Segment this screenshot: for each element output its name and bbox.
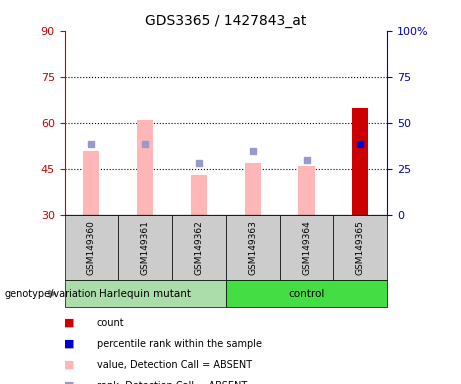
Bar	[137, 120, 153, 215]
Text: ■: ■	[64, 360, 74, 370]
Text: Harlequin mutant: Harlequin mutant	[99, 289, 191, 299]
Bar	[65, 215, 118, 280]
Bar	[191, 175, 207, 215]
Text: value, Detection Call = ABSENT: value, Detection Call = ABSENT	[97, 360, 252, 370]
Bar	[65, 280, 226, 307]
Bar	[83, 151, 100, 215]
Text: control: control	[289, 289, 325, 299]
Text: GSM149361: GSM149361	[141, 220, 150, 275]
Bar	[118, 215, 172, 280]
Text: count: count	[97, 318, 124, 328]
Text: GSM149365: GSM149365	[356, 220, 365, 275]
Text: GSM149360: GSM149360	[87, 220, 96, 275]
Title: GDS3365 / 1427843_at: GDS3365 / 1427843_at	[145, 14, 307, 28]
Bar	[280, 215, 333, 280]
Bar	[245, 163, 261, 215]
Bar	[172, 215, 226, 280]
Text: GSM149362: GSM149362	[195, 220, 203, 275]
Text: genotype/variation: genotype/variation	[5, 289, 97, 299]
Text: GSM149363: GSM149363	[248, 220, 257, 275]
Bar	[352, 108, 368, 215]
Text: percentile rank within the sample: percentile rank within the sample	[97, 339, 262, 349]
Text: ■: ■	[64, 339, 74, 349]
Text: ■: ■	[64, 381, 74, 384]
Bar	[298, 166, 314, 215]
Text: GSM149364: GSM149364	[302, 220, 311, 275]
Bar	[226, 280, 387, 307]
Text: ■: ■	[64, 318, 74, 328]
Text: rank, Detection Call = ABSENT: rank, Detection Call = ABSENT	[97, 381, 247, 384]
Bar	[226, 215, 280, 280]
Bar	[333, 215, 387, 280]
